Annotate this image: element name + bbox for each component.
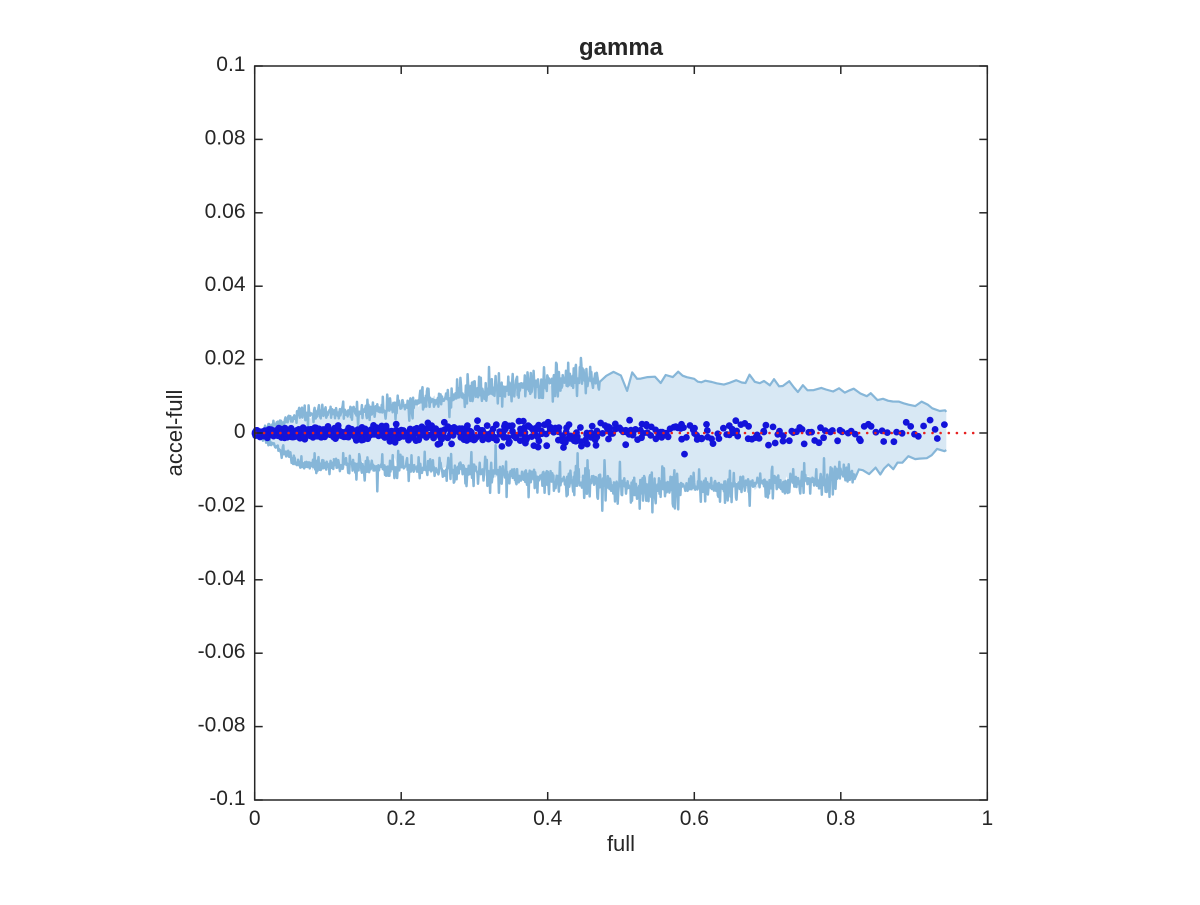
svg-text:0.02: 0.02: [205, 347, 246, 370]
svg-text:accel-full: accel-full: [162, 390, 187, 477]
svg-text:-0.02: -0.02: [198, 493, 246, 516]
svg-text:0.08: 0.08: [205, 126, 246, 149]
svg-text:1: 1: [981, 807, 993, 830]
svg-text:-0.1: -0.1: [209, 787, 245, 810]
svg-text:full: full: [607, 831, 635, 856]
svg-text:0.1: 0.1: [216, 53, 245, 76]
svg-text:0.8: 0.8: [826, 807, 855, 830]
svg-text:0.6: 0.6: [680, 807, 709, 830]
svg-text:0.06: 0.06: [205, 200, 246, 223]
svg-text:-0.04: -0.04: [198, 567, 246, 590]
svg-text:0: 0: [249, 807, 261, 830]
svg-text:-0.06: -0.06: [198, 640, 246, 663]
svg-text:-0.08: -0.08: [198, 714, 246, 737]
svg-text:gamma: gamma: [579, 34, 664, 61]
svg-text:0: 0: [234, 420, 246, 443]
svg-text:0.04: 0.04: [205, 273, 246, 296]
svg-text:0.2: 0.2: [387, 807, 416, 830]
svg-text:0.4: 0.4: [533, 807, 563, 830]
